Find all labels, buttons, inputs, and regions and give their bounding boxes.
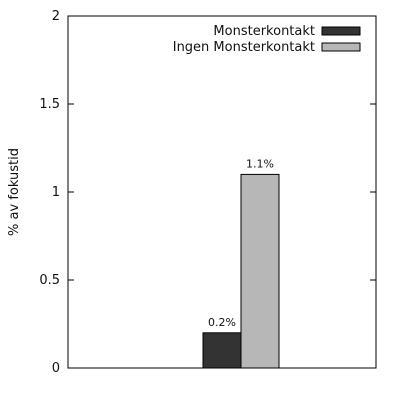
bar-0	[202, 332, 242, 369]
data-label-1: 1.1%	[246, 157, 274, 170]
y-tick-label: 1	[52, 185, 60, 200]
y-tick-label: 0.5	[39, 273, 60, 288]
bars: 0.2% 1.1%	[202, 157, 280, 369]
y-tick-label: 0	[52, 361, 60, 376]
bar-1	[240, 173, 280, 369]
y-axis-label: % av fokustid	[7, 148, 22, 236]
data-label-0: 0.2%	[208, 316, 236, 329]
legend-label-0: Monsterkontakt	[213, 24, 315, 39]
legend-swatch-0	[321, 26, 361, 36]
y-tick-label: 2	[52, 9, 60, 24]
y-tick-label: 1.5	[39, 97, 60, 112]
legend-label-1: Ingen Monsterkontakt	[173, 40, 315, 55]
y-axis: 0 0.5 1 1.5 2	[39, 9, 376, 376]
legend-swatch-1	[321, 42, 361, 52]
